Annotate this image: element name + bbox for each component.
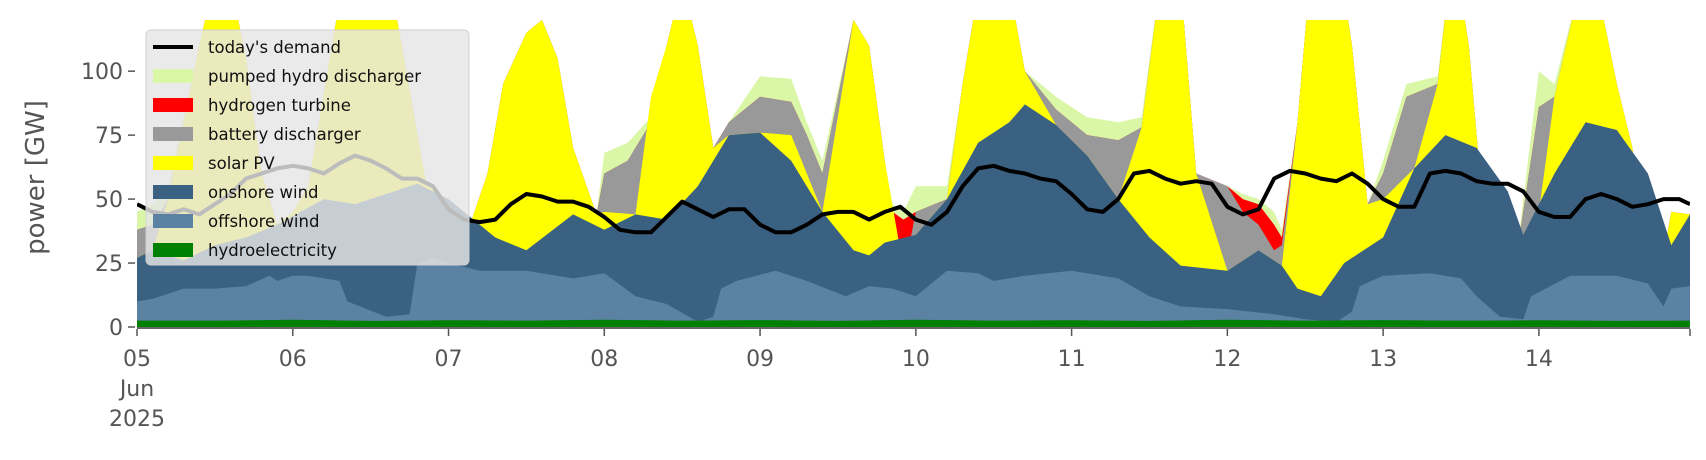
- legend-swatch: [153, 156, 193, 170]
- area-offshore-wind: [137, 257, 1690, 327]
- x-tick-label: 13: [1369, 347, 1397, 372]
- legend-swatch: [153, 127, 193, 141]
- y-tick-label: 50: [95, 188, 123, 213]
- y-tick-label: 100: [81, 60, 123, 85]
- y-tick-label: 25: [95, 252, 123, 277]
- y-tick-label: 0: [109, 316, 123, 341]
- legend-swatch: [153, 69, 193, 83]
- x-tick-label: 11: [1058, 347, 1086, 372]
- legend-item-hydroelectricity: hydroelectricity: [153, 241, 337, 260]
- x-tick-label: 09: [746, 347, 774, 372]
- legend-item-solar-pv: solar PV: [153, 154, 275, 173]
- legend-label: solar PV: [208, 154, 275, 173]
- stacked-area-layers: [137, 20, 1690, 327]
- legend-item-pumped-hydro-discharger: pumped hydro discharger: [153, 67, 421, 86]
- legend-label: onshore wind: [208, 183, 319, 202]
- x-tick-label: 10: [902, 347, 930, 372]
- legend-label: hydrogen turbine: [208, 96, 351, 115]
- legend-swatch: [153, 185, 193, 199]
- legend-label: pumped hydro discharger: [208, 67, 421, 86]
- x-tick-label: 14: [1525, 347, 1553, 372]
- x-tick-label: 07: [435, 347, 463, 372]
- legend-label: hydroelectricity: [208, 241, 337, 260]
- legend-label: today's demand: [208, 38, 341, 57]
- legend-item-battery-discharger: battery discharger: [153, 125, 361, 144]
- x-tick-label: 12: [1213, 347, 1241, 372]
- legend-item-onshore-wind: onshore wind: [153, 183, 319, 202]
- legend-box: [145, 29, 470, 266]
- legend-swatch: [153, 214, 193, 228]
- legend-item-today-s-demand: today's demand: [153, 38, 341, 57]
- y-axis-title: power [GW]: [21, 100, 51, 255]
- legend-item-offshore-wind: offshore wind: [153, 212, 319, 231]
- area-hydroelectricity: [137, 319, 1690, 327]
- y-tick-label: 75: [95, 124, 123, 149]
- axes: 0 25 50 75 100 05 Jun 2025 06 07 08 09 10 11 12 13 14 pow…: [21, 60, 1691, 432]
- legend-label: battery discharger: [208, 125, 361, 144]
- legend: today's demand pumped hydro discharger hyd…: [145, 29, 470, 266]
- legend-swatch: [153, 98, 193, 112]
- x-tick-label: 05 Jun 2025: [109, 347, 165, 432]
- legend-swatch: [153, 243, 193, 257]
- legend-label: offshore wind: [208, 212, 319, 231]
- legend-item-hydrogen-turbine: hydrogen turbine: [153, 96, 351, 115]
- x-tick-label: 08: [590, 347, 618, 372]
- x-tick-label: 06: [279, 347, 307, 372]
